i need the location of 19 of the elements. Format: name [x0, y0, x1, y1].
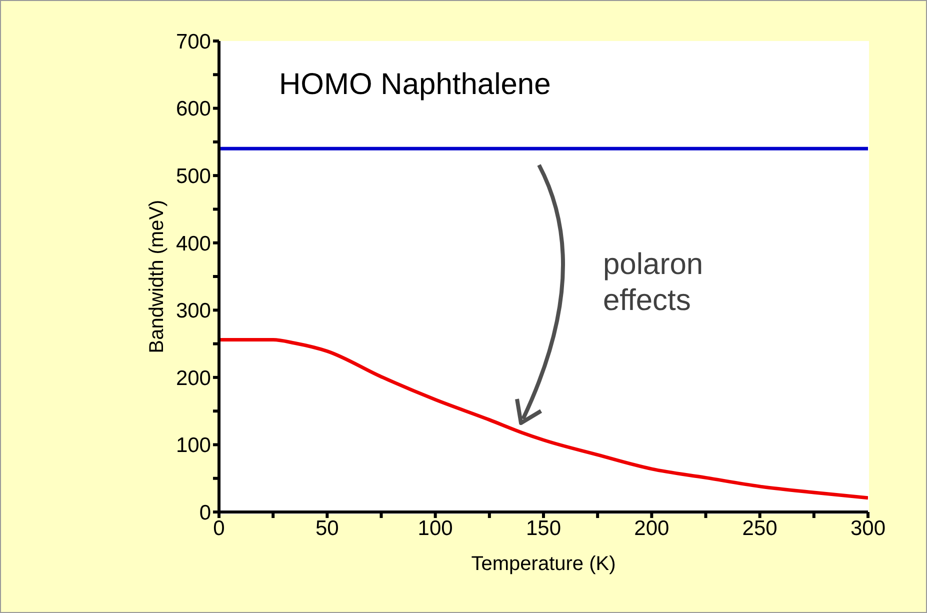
- line-series: [219, 338, 868, 500]
- y-tick-label: 700: [176, 30, 211, 54]
- y-tick-label: 400: [176, 232, 211, 256]
- x-tick-label: 250: [742, 516, 778, 540]
- x-tick-label: 200: [634, 516, 670, 540]
- y-tick-label: 600: [176, 98, 211, 121]
- y-tick-label: 300: [176, 300, 211, 323]
- x-axis-title: Temperature (K): [471, 553, 616, 575]
- y-tick-label: 100: [176, 434, 211, 458]
- x-tick-label: 100: [418, 516, 453, 540]
- annotation: HOMO Naphthalene: [279, 67, 551, 103]
- x-tick-label: 150: [526, 516, 562, 540]
- y-tick-label: 200: [176, 366, 211, 390]
- y-tick-label: 0: [199, 501, 211, 524]
- x-tick-label: 50: [315, 516, 339, 540]
- x-tick-label: 300: [850, 516, 886, 540]
- annotation: polaron effects: [603, 247, 704, 319]
- y-axis-title: Bandwidth (meV): [146, 200, 168, 354]
- y-tick-label: 500: [176, 165, 211, 188]
